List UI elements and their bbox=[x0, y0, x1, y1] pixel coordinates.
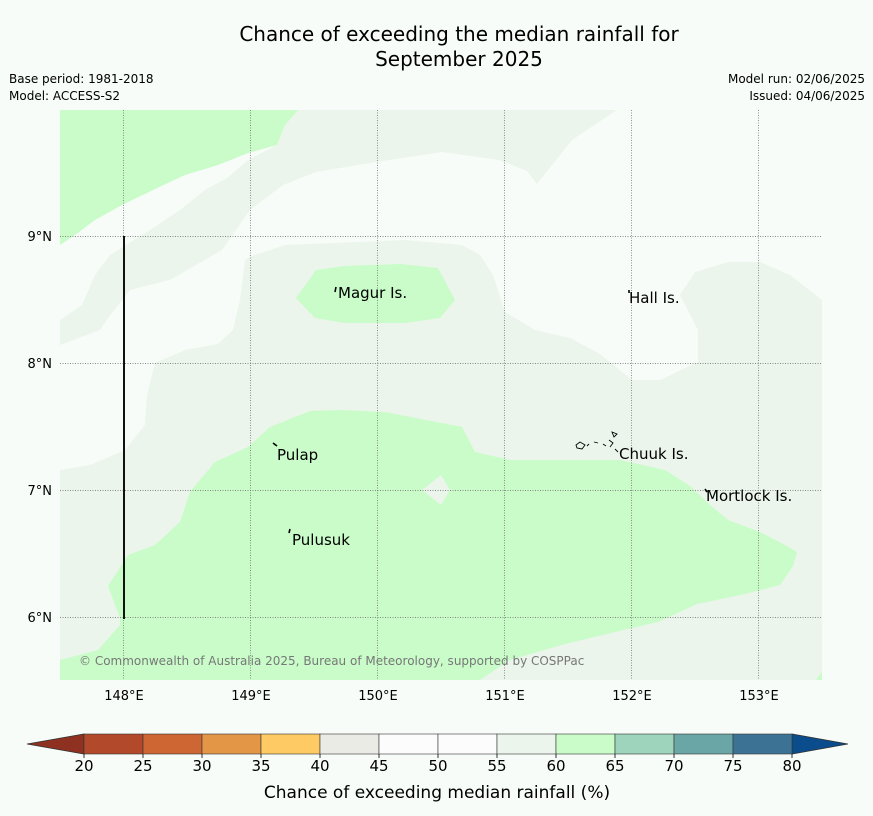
lat-tick-7: 7°N bbox=[28, 484, 53, 499]
colorbar-segment bbox=[83, 733, 144, 755]
lat-tick-9: 9°N bbox=[28, 230, 53, 245]
colorbar-segment bbox=[142, 733, 203, 755]
colorbar-segment bbox=[201, 733, 262, 755]
colorbar-segment bbox=[378, 733, 439, 755]
colorbar-tick-label: 45 bbox=[369, 757, 388, 775]
meta-right: Model run: 02/06/2025 Issued: 04/06/2025 bbox=[728, 71, 865, 105]
contour-60-65-magur bbox=[296, 264, 455, 323]
title-line-2: September 2025 bbox=[375, 47, 543, 71]
contour-hole-small bbox=[422, 475, 450, 505]
colorbar-segment bbox=[732, 733, 793, 755]
lon-tick-153: 153°E bbox=[739, 689, 779, 704]
colorbar-segment bbox=[437, 733, 498, 755]
colorbar-tick-label: 60 bbox=[546, 757, 565, 775]
lon-tick-152: 152°E bbox=[612, 689, 652, 704]
base-period: Base period: 1981-2018 bbox=[9, 72, 154, 86]
model-run: Model run: 02/06/2025 bbox=[727, 72, 865, 86]
colorbar-segment bbox=[614, 733, 675, 755]
colorbar-tick-label: 50 bbox=[428, 757, 447, 775]
colorbar-tick-label: 25 bbox=[133, 757, 152, 775]
copyright-text: © Commonwealth of Australia 2025, Bureau… bbox=[79, 654, 584, 668]
colorbar-segment bbox=[673, 733, 734, 755]
colorbar-tick-label: 80 bbox=[782, 757, 801, 775]
lon-tick-148: 148°E bbox=[104, 689, 144, 704]
colorbar-segment bbox=[260, 733, 321, 755]
colorbar-tick-label: 70 bbox=[664, 757, 683, 775]
chart-title: Chance of exceeding the median rainfall … bbox=[0, 22, 873, 72]
place-label-pulap: Pulap bbox=[277, 446, 318, 464]
meta-left: Base period: 1981-2018 Model: ACCESS-S2 bbox=[9, 71, 154, 105]
place-label-pulusuk: Pulusuk bbox=[292, 531, 350, 549]
lon-tick-149: 149°E bbox=[231, 689, 271, 704]
contour-60-65-southwest bbox=[60, 625, 120, 680]
place-label-mortlock: Mortlock Is. bbox=[706, 487, 792, 505]
lon-tick-151: 151°E bbox=[485, 689, 525, 704]
colorbar-tick-label: 55 bbox=[487, 757, 506, 775]
colorbar-tick-label: 35 bbox=[251, 757, 270, 775]
gridlines bbox=[60, 110, 822, 680]
colorbar-tick-label: 20 bbox=[74, 757, 93, 775]
contour-60-65-northwest bbox=[60, 110, 298, 245]
title-line-1: Chance of exceeding the median rainfall … bbox=[239, 22, 679, 46]
lat-tick-6: 6°N bbox=[28, 611, 53, 626]
issued-date: Issued: 04/06/2025 bbox=[749, 89, 865, 103]
colorbar-segment bbox=[319, 733, 380, 755]
model-name: Model: ACCESS-S2 bbox=[9, 89, 121, 103]
lat-tick-8: 8°N bbox=[28, 357, 53, 372]
lon-tick-150: 150°E bbox=[358, 689, 398, 704]
colorbar-tick-label: 65 bbox=[605, 757, 624, 775]
place-label-magur: Magur Is. bbox=[338, 284, 407, 302]
contour-60-65-south bbox=[108, 410, 797, 680]
colorbar-under-arrow bbox=[26, 733, 85, 755]
colorbar-tick-label: 40 bbox=[310, 757, 329, 775]
map-area: Magur Is. Hall Is. Pulap Chuuk Is. Mortl… bbox=[60, 110, 822, 680]
colorbar-tick-label: 30 bbox=[192, 757, 211, 775]
place-label-chuuk: Chuuk Is. bbox=[619, 445, 688, 463]
colorbar: 20 25 30 35 40 45 50 55 60 65 70 75 80 bbox=[26, 733, 849, 775]
place-label-hall: Hall Is. bbox=[629, 289, 680, 307]
contour-60-65-southeast bbox=[816, 672, 822, 680]
chuuk-islands-marks bbox=[575, 431, 619, 453]
colorbar-segment bbox=[555, 733, 616, 755]
colorbar-label: Chance of exceeding median rainfall (%) bbox=[264, 783, 610, 803]
island-marks bbox=[272, 286, 708, 534]
colorbar-over-arrow bbox=[791, 733, 849, 755]
colorbar-tick-label: 75 bbox=[723, 757, 742, 775]
colorbar-segment bbox=[496, 733, 557, 755]
